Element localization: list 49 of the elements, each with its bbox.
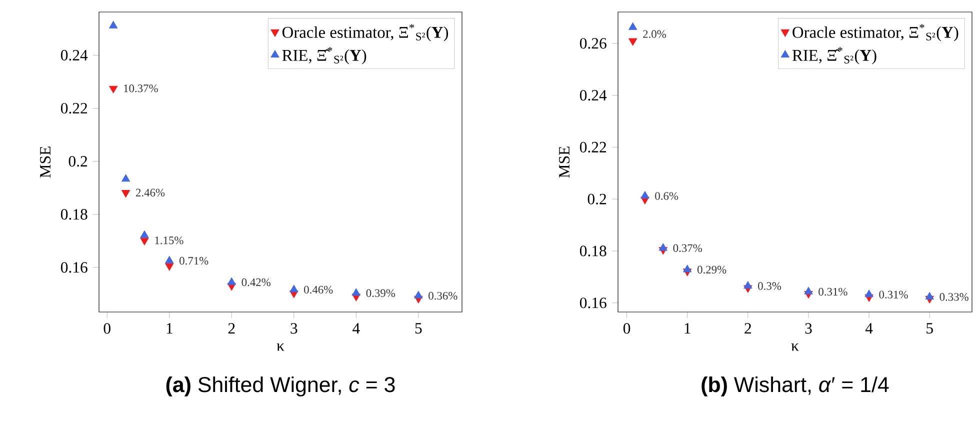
y-axis-title: MSE (559, 146, 570, 178)
x-tick-label: 5 (415, 323, 422, 334)
x-tick-label: 2 (228, 323, 235, 334)
y-tick-label: 0.16 (60, 262, 88, 273)
x-tick-label: 4 (352, 323, 360, 334)
x-tick-label: 5 (926, 323, 933, 334)
x-tick-label: 4 (865, 323, 873, 334)
y-tick-label: 0.18 (580, 246, 606, 256)
x-tick-label: 1 (684, 323, 690, 334)
y-tick-label: 0.18 (60, 209, 88, 220)
y-tick-label: 0.24 (60, 50, 88, 61)
annotation: 2.0% (643, 30, 666, 38)
y-tick-label: 0.22 (60, 102, 87, 114)
y-tick-label: 0.16 (580, 298, 606, 308)
annotation: 0.42% (242, 278, 270, 286)
x-axis-title: κ (276, 344, 284, 351)
x-tick-label: 3 (290, 323, 298, 334)
annotation: 0.37% (673, 244, 702, 252)
legend-label: Oracle estimator, Ξ$^{*}$$_{S²}$(Y) (282, 24, 448, 42)
y-tick-label: 0.26 (580, 38, 606, 49)
annotation: 0.3% (758, 282, 782, 290)
y-tick-label: 0.2 (68, 156, 88, 167)
annotation: 0.46% (304, 286, 333, 294)
legend-label: RIE, Ξ̂$^{*}$$_{S²}$(Y) (792, 47, 876, 64)
annotation: 0.39% (366, 289, 395, 298)
legend-label: RIE, Ξ̂$^{*}$$_{S²}$(Y) (282, 47, 366, 64)
legend-label: Oracle estimator, Ξ$^{*}$$_{S²}$(Y) (792, 24, 958, 42)
x-tick-label: 0 (623, 323, 630, 334)
annotation: 0.29% (697, 266, 726, 274)
annotation: 2.46% (136, 188, 165, 196)
y-tick-label: 0.2 (588, 194, 606, 204)
x-tick-label: 2 (744, 323, 751, 334)
y-tick-label: 0.22 (580, 142, 606, 153)
y-axis-title: MSE (40, 146, 51, 178)
annotation: 0.71% (180, 256, 208, 265)
annotation: 0.31% (879, 290, 908, 298)
annotation: 1.15% (155, 236, 184, 244)
annotation: 10.37% (124, 84, 158, 92)
annotation: 0.33% (940, 293, 968, 301)
text: (b) Wishart, α′ = 1/4 (702, 376, 889, 396)
text: (a) Shifted Wigner, c = 3 (166, 376, 395, 396)
x-axis-title: κ (791, 344, 799, 351)
x-tick-label: 0 (104, 323, 110, 334)
annotation: 0.31% (818, 288, 848, 296)
y-tick-label: 0.24 (580, 90, 607, 101)
annotation: 0.36% (428, 292, 458, 300)
annotation: 0.6% (655, 192, 678, 200)
x-tick-label: 3 (805, 323, 812, 334)
x-tick-label: 1 (166, 323, 172, 334)
